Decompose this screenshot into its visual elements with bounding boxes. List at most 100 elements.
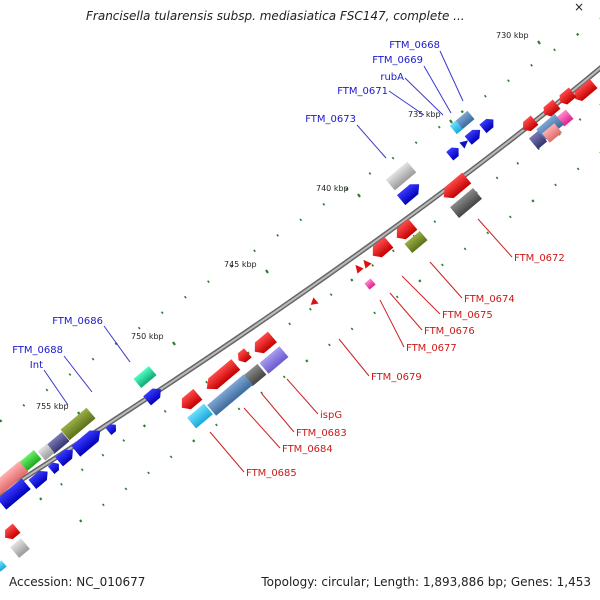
tick-dot [0, 419, 3, 423]
gene-ftm-0671[interactable] [459, 137, 470, 149]
tick-dot [395, 295, 399, 299]
gene-ftm-0677-b[interactable] [364, 278, 376, 290]
gene-rev-top-8[interactable] [542, 123, 562, 143]
gene-fwd-i[interactable] [55, 446, 77, 467]
label-ftm-0673[interactable]: FTM_0673 [305, 114, 356, 125]
reverse-strand-genes [0, 78, 598, 572]
gene-rev-bottom-1[interactable] [1, 523, 21, 543]
label-ftm-0676[interactable]: FTM_0676 [424, 326, 475, 337]
label-ftm-0675[interactable]: FTM_0675 [442, 310, 493, 321]
tick-dot [79, 519, 83, 523]
tick-dot [39, 497, 43, 501]
tick-dot [142, 424, 147, 428]
tick-dot [91, 357, 95, 361]
label-ftm-0683[interactable]: FTM_0683 [296, 428, 347, 439]
tick-dot [345, 187, 349, 191]
gene-rev-top-2[interactable] [556, 87, 577, 107]
gene-rev-top-7[interactable] [528, 130, 548, 150]
tick-dot [554, 183, 557, 187]
tick-dot [576, 32, 580, 37]
gene-ftm-0673[interactable] [385, 161, 417, 191]
gene-fwd-j[interactable] [28, 467, 51, 490]
gene-fwd-e[interactable] [37, 443, 55, 461]
tick-dot [371, 263, 375, 267]
gene-ftm-0683[interactable] [235, 348, 252, 365]
label-ispg[interactable]: ispG [320, 410, 342, 421]
gene-int[interactable] [105, 422, 119, 436]
label-ftm-0669[interactable]: FTM_0669 [372, 55, 423, 66]
gene-rev-top-1[interactable] [571, 78, 598, 104]
tick-dot [483, 94, 487, 98]
gene-ftm-0679[interactable] [308, 297, 319, 308]
label-int[interactable]: Int [30, 360, 43, 371]
tick-dot [282, 375, 286, 379]
close-button[interactable]: × [574, 0, 585, 14]
gene-ftm-0674[interactable] [392, 218, 418, 243]
genome-summary-text: Topology: circular; Length: 1,893,886 bp… [261, 575, 591, 589]
tick-dot [437, 125, 441, 129]
tick-dot [160, 311, 164, 315]
tick-dot [253, 249, 256, 253]
label-ftm-0672[interactable]: FTM_0672 [514, 253, 565, 264]
label-ftm-0674[interactable]: FTM_0674 [464, 294, 515, 305]
gene-rev-bottom-3[interactable] [0, 560, 7, 572]
gene-ftm-0675[interactable] [368, 236, 394, 261]
scale-tick-label: 755 kbp [36, 402, 69, 411]
label-ftm-0668[interactable]: FTM_0668 [389, 40, 440, 51]
gene-rev-top-4[interactable] [519, 115, 539, 135]
gene-rev-top-3[interactable] [540, 99, 561, 119]
label-ftm-0671[interactable]: FTM_0671 [337, 86, 388, 97]
gene-fwd-k[interactable] [47, 460, 62, 475]
tick-dot [350, 327, 354, 331]
tick-dot [305, 359, 309, 363]
label-ftm-0684[interactable]: FTM_0684 [282, 444, 333, 455]
gene-fwd-d[interactable] [46, 431, 70, 455]
gene-fwd-l[interactable] [0, 478, 31, 510]
gene-ftm-0684[interactable] [202, 359, 241, 394]
gene-ftm-0686[interactable] [133, 365, 157, 389]
reverse-gene-labels: FTM_0672 FTM_0674 FTM_0675 FTM_0676 FTM_… [246, 253, 565, 479]
gene-ftm-0674-b[interactable] [404, 230, 428, 254]
tick-dot [45, 388, 49, 392]
label-ruba[interactable]: rubA [380, 72, 404, 83]
gene-ftm-0672[interactable] [439, 172, 472, 203]
tick-layer: 730 kbp 735 kbp 740 kbp 745 kbp 750 kbp 755 k… [0, 18, 600, 523]
label-ftm-0686[interactable]: FTM_0686 [52, 316, 103, 327]
gene-ftm-0684-b[interactable] [207, 374, 253, 416]
gene-ruba[interactable] [464, 126, 484, 145]
label-ftm-0677[interactable]: FTM_0677 [406, 343, 457, 354]
gene-ftm-0676[interactable] [360, 257, 372, 269]
label-ftm-0679[interactable]: FTM_0679 [371, 372, 422, 383]
gene-fwd-b[interactable] [396, 180, 424, 206]
tick-dot [68, 373, 72, 376]
tick-dot [516, 161, 520, 165]
gene-ftm-0672-b[interactable] [450, 187, 482, 219]
gene-ftm-0685[interactable] [177, 388, 203, 413]
tick-dot [486, 231, 490, 235]
gene-small-fwd-a[interactable] [446, 144, 462, 161]
gene-ispg-b[interactable] [259, 346, 289, 374]
tick-dot [418, 279, 422, 283]
gene-ftm-0685-b[interactable] [187, 403, 213, 429]
forward-strand-genes [0, 110, 497, 510]
tick-dot [122, 439, 126, 442]
tick-dot [531, 199, 535, 203]
tick-dot [22, 403, 26, 407]
gene-ftm-0670[interactable] [479, 116, 497, 134]
label-ftm-0685[interactable]: FTM_0685 [246, 468, 297, 479]
gene-ispg[interactable] [250, 331, 277, 358]
tick-dot [101, 453, 105, 457]
tick-dot [276, 233, 280, 237]
gene-fwd-f[interactable] [18, 449, 42, 473]
tick-dot [288, 322, 292, 326]
gene-fwd-g[interactable] [0, 461, 29, 495]
gene-fwd-h[interactable] [71, 425, 105, 457]
gene-fwd-c[interactable] [143, 385, 165, 406]
label-ftm-0688[interactable]: FTM_0688 [12, 345, 63, 356]
gene-rev-bottom-2[interactable] [10, 538, 30, 558]
gene-ftm-0677[interactable] [352, 262, 364, 274]
gene-ftm-0669[interactable] [449, 120, 463, 135]
gene-ftm-0688[interactable] [60, 407, 96, 441]
scale-tick-label: 735 kbp [408, 110, 441, 119]
gene-ftm-0683-b[interactable] [243, 363, 267, 387]
